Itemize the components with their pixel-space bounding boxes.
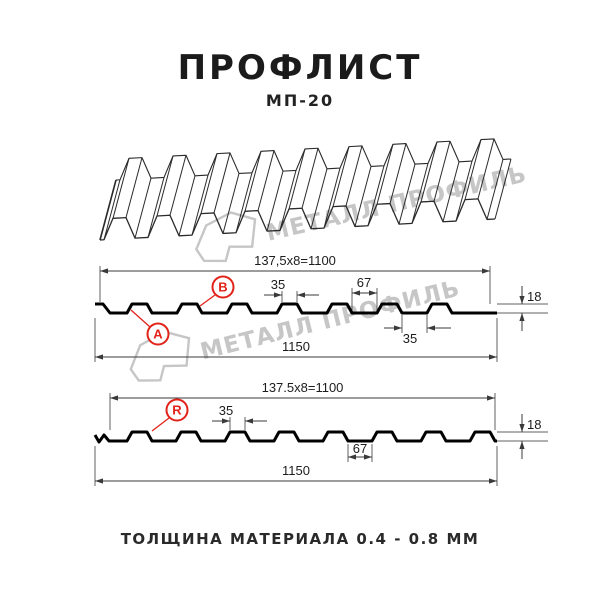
dimension-label: 67: [357, 275, 371, 290]
label-r-badge: [165, 398, 189, 422]
label-a-letter: А: [153, 327, 163, 342]
dimension-label: 67: [353, 441, 367, 456]
material-thickness-note: ТОЛЩИНА МАТЕРИАЛА 0.4 - 0.8 ММ: [120, 530, 480, 548]
profile-model-name: МП-20: [265, 91, 335, 110]
dimension-label: 35: [219, 403, 233, 418]
profile-section-1: 137,5x8=1100 35 67 18 35 1150 А B: [94, 253, 548, 362]
dimension-label: 18: [527, 417, 541, 432]
dimension-label: 137,5x8=1100: [254, 253, 336, 268]
page-title: ПРОФЛИСТ: [177, 48, 423, 88]
profile-cross-section-ab: [95, 302, 497, 315]
watermark-section: МЕТАЛЛ ПРОФИЛЬ: [129, 276, 463, 382]
label-r-letter: R: [172, 403, 182, 418]
dimension-label: 1150: [282, 463, 310, 478]
profile-section-2: 137.5x8=1100 35 67 18 1150 R: [93, 380, 548, 486]
dimension-label: 35: [271, 277, 285, 292]
label-b-badge: [211, 275, 235, 299]
dimension-label: 137.5x8=1100: [262, 380, 344, 395]
profile-cross-section-r: [93, 430, 497, 444]
dimension-label: 18: [527, 289, 541, 304]
dimension-label: 1150: [282, 339, 310, 354]
label-b-letter: B: [218, 280, 227, 295]
dimension-label: 35: [403, 331, 417, 346]
sheet-3d-view: [99, 138, 512, 241]
metall-profil-logo-icon: [129, 330, 191, 382]
watermark-text: МЕТАЛЛ ПРОФИЛЬ: [198, 276, 463, 366]
metall-profil-logo-icon: [194, 211, 257, 263]
label-a-badge: [146, 322, 170, 346]
